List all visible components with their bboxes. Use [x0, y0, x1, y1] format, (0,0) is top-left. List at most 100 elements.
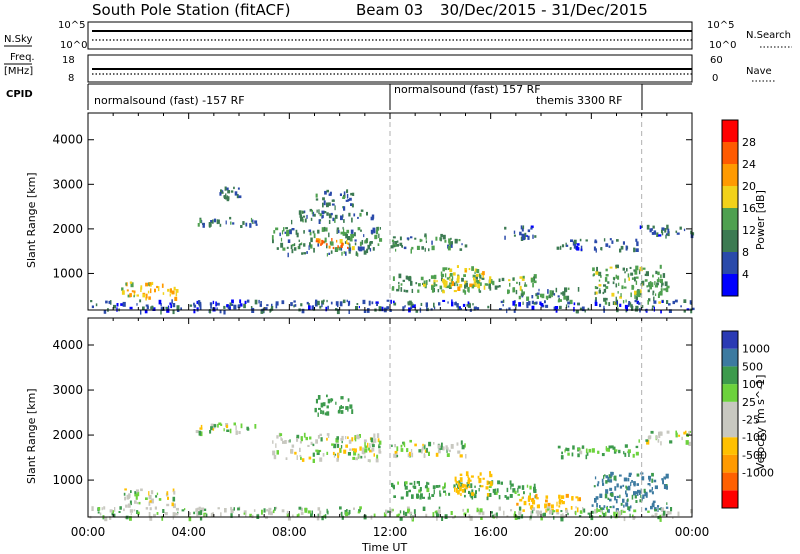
data-cell: [313, 247, 315, 253]
cpid-label: CPID: [6, 89, 33, 100]
data-cell: [625, 245, 628, 251]
data-cell: [356, 303, 359, 306]
data-cell: [350, 192, 353, 196]
data-cell: [683, 299, 687, 303]
data-cell: [317, 243, 320, 247]
data-cell: [655, 270, 658, 275]
data-cell: [633, 481, 636, 486]
data-cell: [394, 444, 396, 448]
data-cell: [451, 276, 454, 280]
data-cell: [266, 304, 269, 307]
data-cell: [465, 283, 468, 287]
data-cell: [419, 238, 422, 243]
data-cell: [689, 300, 692, 305]
data-cell: [654, 513, 657, 517]
data-cell: [598, 279, 601, 282]
data-cell: [523, 491, 525, 495]
data-cell: [300, 507, 303, 512]
data-cell: [337, 245, 339, 249]
data-cell: [341, 435, 344, 441]
data-cell: [353, 451, 357, 456]
data-cell: [312, 230, 315, 234]
data-cell: [326, 405, 329, 409]
data-cell: [459, 473, 463, 476]
data-cell: [290, 448, 294, 454]
data-cell: [607, 497, 610, 500]
data-cell: [650, 282, 654, 287]
data-cell: [366, 238, 369, 241]
data-cell: [408, 489, 411, 493]
data-cell: [301, 252, 304, 255]
data-cell: [658, 434, 661, 439]
data-cell: [418, 481, 420, 486]
data-cell: [148, 494, 152, 500]
data-cell: [659, 264, 662, 269]
data-cell: [258, 299, 260, 304]
data-cell: [428, 492, 430, 497]
data-cell: [676, 232, 680, 235]
data-cell: [675, 230, 678, 233]
data-cell: [464, 494, 466, 498]
data-cell: [622, 300, 625, 304]
data-cell: [448, 284, 451, 288]
data-cell: [450, 272, 453, 277]
data-cell: [629, 513, 631, 518]
data-cell: [468, 485, 471, 489]
data-cell: [512, 488, 516, 493]
data-cell: [516, 281, 518, 284]
data-cell: [242, 221, 245, 225]
data-cell: [340, 406, 344, 409]
data-cell: [243, 303, 246, 309]
data-cell: [358, 454, 361, 458]
data-cell: [524, 284, 528, 287]
data-cell: [455, 481, 459, 484]
data-cell: [318, 513, 321, 517]
data-cell: [614, 449, 618, 452]
data-cell: [662, 480, 664, 485]
data-cell: [317, 513, 320, 517]
data-cell: [645, 439, 649, 442]
data-cell: [193, 304, 197, 308]
data-cell: [245, 222, 248, 227]
data-cell: [91, 305, 94, 309]
data-cell: [334, 453, 337, 456]
data-cell: [660, 309, 662, 314]
data-cell: [144, 309, 148, 314]
data-cell: [441, 278, 445, 283]
data-cell: [450, 444, 454, 449]
data-cell: [150, 288, 152, 294]
data-cell: [431, 494, 435, 497]
data-cell: [527, 497, 531, 502]
data-cell: [172, 512, 176, 517]
data-cell: [367, 447, 371, 451]
data-cell: [334, 218, 336, 223]
data-cell: [489, 481, 493, 487]
data-cell: [623, 516, 626, 522]
data-cell: [276, 435, 279, 439]
data-cell: [469, 492, 472, 497]
data-cell: [337, 229, 340, 234]
cpid-strip: CPID normalsound (fast) -157 RF normalso…: [6, 83, 692, 110]
data-cell: [331, 238, 333, 242]
data-cell: [602, 291, 605, 295]
data-cell: [395, 454, 398, 459]
data-cell: [590, 510, 594, 514]
data-cell: [398, 281, 400, 285]
y-tick-label: 2000: [52, 428, 83, 442]
data-cell: [415, 310, 419, 313]
data-cell: [651, 478, 654, 483]
data-cell: [585, 448, 588, 454]
data-cell: [587, 512, 591, 515]
data-cell: [224, 186, 227, 191]
data-cell: [383, 512, 387, 517]
data-cell: [521, 289, 523, 294]
data-cell: [666, 285, 670, 289]
data-cell: [427, 496, 431, 500]
data-cell: [654, 509, 657, 512]
data-cell: [348, 509, 351, 515]
data-cell: [481, 511, 485, 516]
data-cell: [400, 444, 403, 448]
data-cell: [641, 477, 644, 481]
data-cell: [610, 445, 614, 449]
data-cell: [486, 496, 489, 501]
